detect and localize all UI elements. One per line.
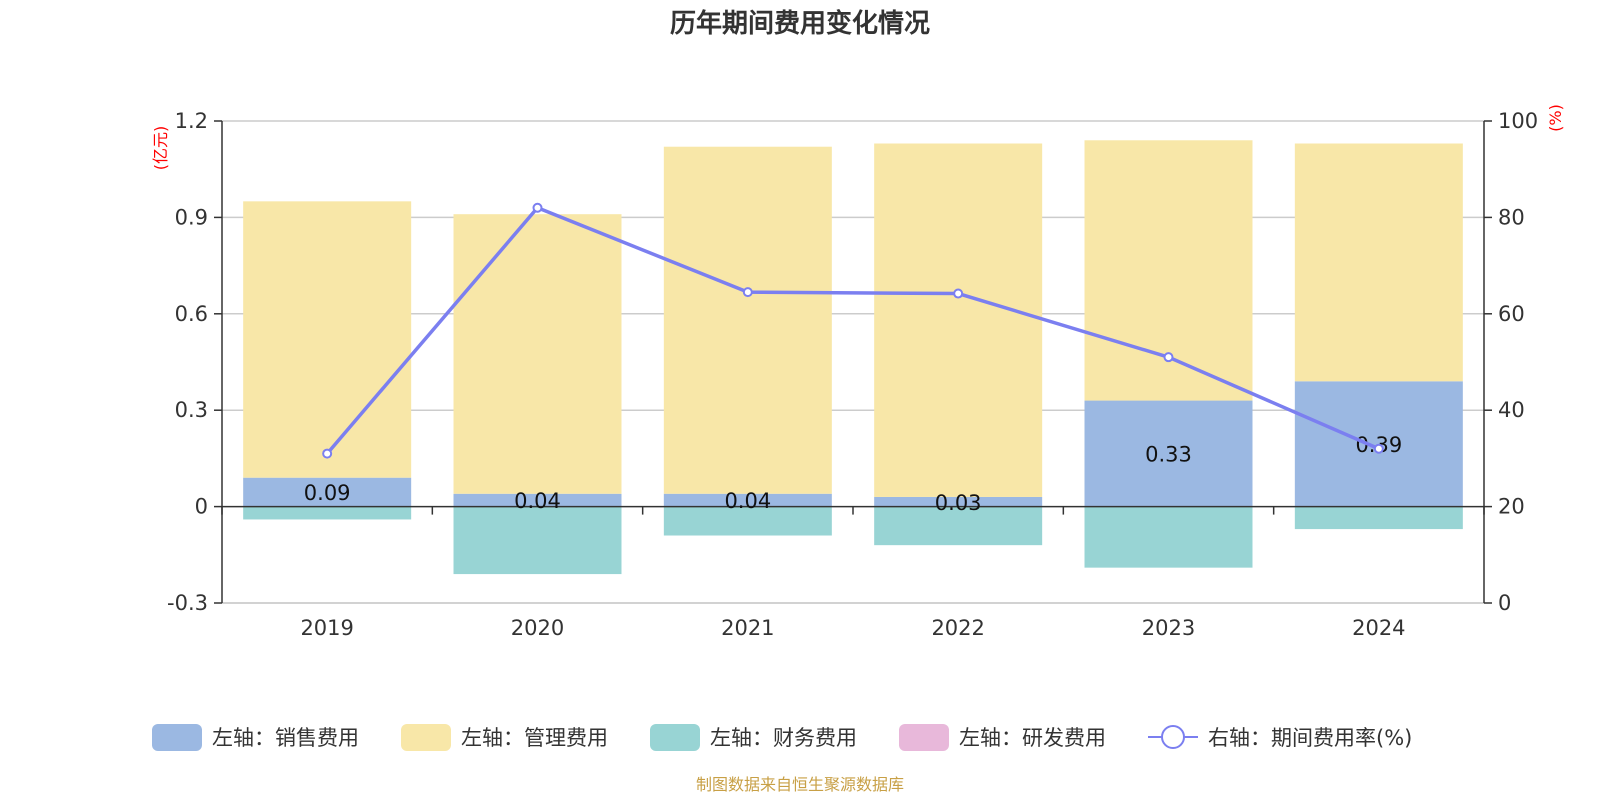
rate-point	[532, 202, 543, 213]
x-tick-label: 2024	[1352, 616, 1405, 640]
legend-marker-rate	[1161, 725, 1185, 749]
bars	[243, 140, 1463, 575]
sales-data-label: 0.04	[724, 489, 771, 513]
x-tick-label: 2021	[721, 616, 774, 640]
rate-point	[322, 448, 333, 459]
rate-point	[742, 287, 753, 298]
legend-label: 左轴：研发费用	[959, 726, 1106, 750]
left-axis-unit: (亿元)	[151, 126, 170, 171]
left-tick-label: -0.3	[167, 591, 208, 615]
rate-point	[1163, 352, 1174, 363]
right-axis-unit: (%)	[1546, 104, 1565, 132]
legend-swatch	[152, 724, 202, 751]
axes: 1.2 0.9 0.6 0.3 0 -0.3 100 80 60 40 20 0 2019 2020 202…	[167, 109, 1538, 640]
x-tick-label: 2019	[300, 616, 353, 640]
x-tick-label: 2020	[511, 616, 564, 640]
right-tick-label: 20	[1498, 495, 1525, 519]
bar-segment	[453, 506, 622, 575]
left-tick-label: 0	[195, 495, 208, 519]
bar-segment	[453, 493, 622, 507]
legend-swatch	[650, 724, 700, 751]
bar-segment	[1084, 506, 1253, 568]
sales-data-label: 0.33	[1145, 443, 1192, 467]
legend-label: 左轴：财务费用	[710, 726, 857, 750]
grid-lines	[222, 120, 1484, 604]
legend-label: 左轴：销售费用	[212, 726, 359, 750]
left-tick-label: 0.6	[175, 302, 208, 326]
right-tick-label: 100	[1498, 109, 1538, 133]
bar-segment	[874, 506, 1043, 546]
sales-data-label: 0.03	[935, 491, 982, 515]
bar-segment	[874, 143, 1043, 497]
bar-segment	[874, 496, 1043, 507]
right-tick-label: 0	[1498, 591, 1511, 615]
legend-label: 左轴：管理费用	[461, 726, 608, 750]
bar-segment	[663, 506, 832, 536]
left-tick-label: 1.2	[175, 109, 208, 133]
chart-title: 历年期间费用变化情况	[670, 8, 930, 39]
bar-segment	[243, 506, 412, 520]
rate-line-path	[325, 205, 1380, 455]
legend-swatch	[899, 724, 949, 751]
sales-data-label: 0.09	[304, 481, 351, 505]
bar-segment	[1084, 400, 1253, 507]
legend: 左轴：销售费用 左轴：管理费用 左轴：财务费用 左轴：研发费用 右轴：期间费用率(%)	[152, 724, 1412, 751]
bar-segment	[243, 201, 412, 478]
expense-rate-line	[322, 202, 1384, 459]
left-tick-label: 0.3	[175, 398, 208, 422]
left-tick-label: 0.9	[175, 205, 208, 229]
x-tick-label: 2022	[931, 616, 984, 640]
bar-segment	[453, 214, 622, 494]
right-tick-label: 80	[1498, 205, 1525, 229]
bar-segment	[663, 146, 832, 494]
legend-swatch	[401, 724, 451, 751]
bar-segment	[663, 493, 832, 507]
rate-point	[953, 288, 964, 299]
source-note: 制图数据来自恒生聚源数据库	[696, 775, 904, 794]
bar-segment	[1294, 506, 1463, 530]
legend-label: 右轴：期间费用率(%)	[1208, 726, 1412, 750]
sales-data-label: 0.04	[514, 489, 561, 513]
right-tick-label: 60	[1498, 302, 1525, 326]
rate-point	[1373, 443, 1384, 454]
bar-segment	[243, 477, 412, 507]
bar-segment	[1294, 143, 1463, 382]
right-tick-label: 40	[1498, 398, 1525, 422]
x-tick-label: 2023	[1142, 616, 1195, 640]
